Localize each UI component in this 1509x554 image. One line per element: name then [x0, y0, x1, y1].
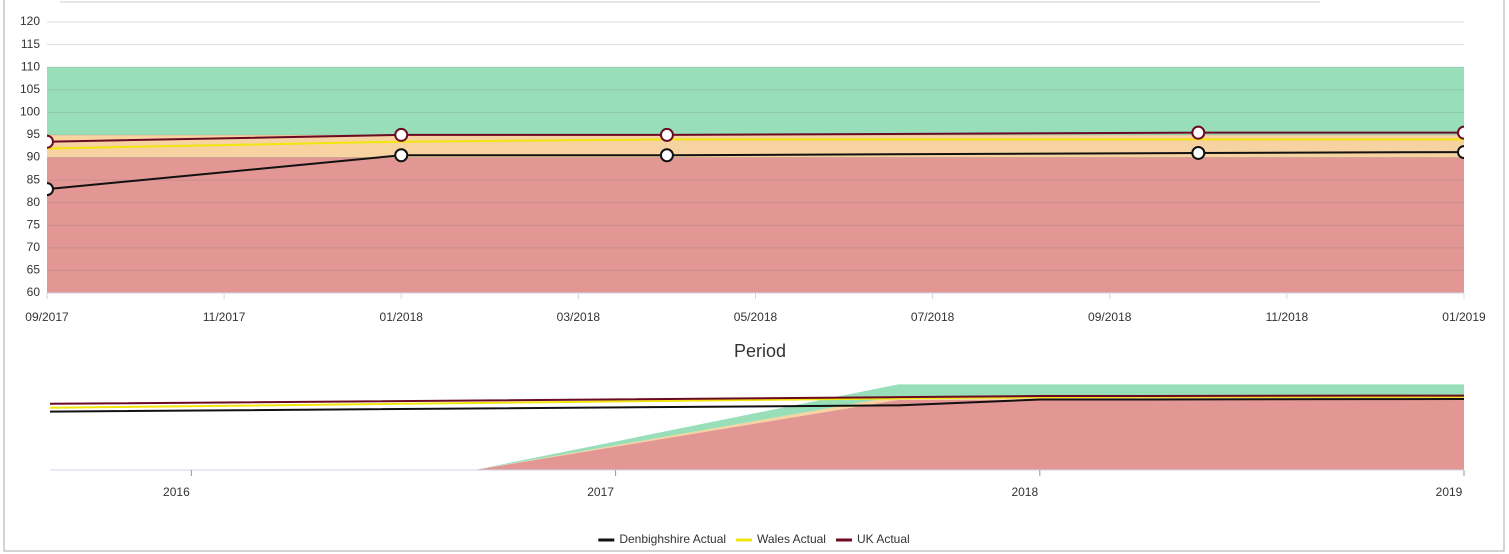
y-tick-label: 70 — [27, 240, 41, 254]
y-tick-label: 65 — [27, 263, 41, 277]
x-tick-label: 03/2018 — [557, 310, 601, 324]
navigator-tick-label: 2019 — [1436, 485, 1463, 499]
y-tick-label: 95 — [27, 127, 41, 141]
point — [47, 134, 54, 149]
navigator-line — [50, 397, 1464, 413]
y-tick-label: 90 — [27, 150, 41, 164]
navigator-line — [50, 394, 1464, 405]
point — [1457, 145, 1464, 160]
navigator — [50, 384, 1464, 470]
x-tick-label: 11/2018 — [1266, 310, 1309, 324]
grid — [47, 21, 1464, 294]
y-tick-label: 85 — [27, 172, 41, 186]
series-line — [47, 151, 1464, 191]
y-tick-label: 75 — [27, 217, 41, 231]
x-axis-title: Period — [734, 341, 786, 361]
labels: 60 65 70 75 80 85 90 95 100 105 110 115 120 09/2017 11… — [20, 14, 1486, 546]
point — [1191, 145, 1206, 160]
band-area — [474, 399, 1464, 470]
x-tick-label: 01/2018 — [380, 310, 424, 324]
legend-item: UK Actual — [835, 532, 910, 546]
x-tick-label: 11/2017 — [203, 310, 246, 324]
y-tick-label: 60 — [27, 285, 41, 299]
y-tick-label: 120 — [20, 14, 40, 28]
x-tick-label: 05/2018 — [734, 310, 778, 324]
x-tick-label: 09/2017 — [25, 310, 69, 324]
navigator-tick-label: 2016 — [163, 485, 190, 499]
navigator-tick-label: 2017 — [587, 485, 614, 499]
y-tick-label: 80 — [27, 195, 41, 209]
legend-label: UK Actual — [857, 532, 910, 546]
x-tick-label: 01/2019 — [1442, 310, 1486, 324]
legend-item: Denbighshire Actual — [598, 532, 726, 546]
band-area — [474, 384, 1464, 470]
band-area — [47, 157, 1464, 293]
point — [1457, 125, 1464, 140]
legend-item: Wales Actual — [736, 532, 826, 546]
y-tick-label: 105 — [20, 82, 40, 96]
lines-main — [47, 125, 1464, 197]
frame — [3, 0, 1505, 552]
point — [659, 148, 674, 163]
point — [394, 148, 409, 163]
legend-label: Denbighshire Actual — [619, 532, 726, 546]
point — [47, 182, 54, 197]
y-tick-label: 110 — [21, 59, 40, 73]
series-line — [47, 131, 1464, 143]
y-tick-label: 100 — [20, 105, 40, 119]
y-tick-label: 115 — [21, 37, 40, 51]
point — [659, 127, 674, 142]
navigator-tick-label: 2018 — [1011, 485, 1038, 499]
bands-main — [47, 67, 1464, 293]
point — [1191, 125, 1206, 140]
x-tick-label: 07/2018 — [911, 310, 955, 324]
point — [394, 127, 409, 142]
legend-label: Wales Actual — [757, 532, 826, 546]
band-area — [47, 67, 1464, 135]
x-tick-label: 09/2018 — [1088, 310, 1132, 324]
series-line — [47, 138, 1464, 150]
